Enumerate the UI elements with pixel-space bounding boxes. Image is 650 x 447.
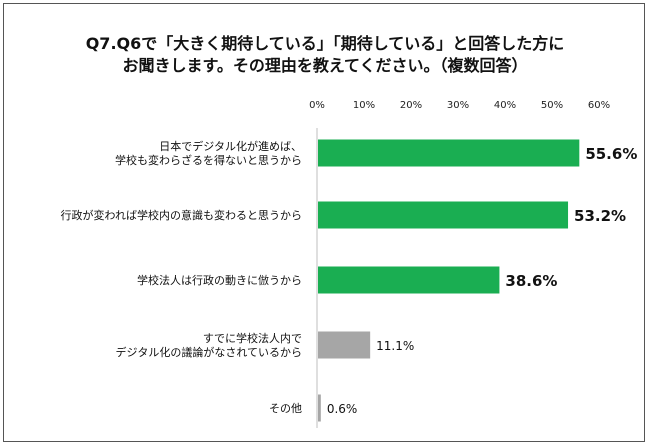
chart-title-line-1: Q7.Q6で「大きく期待している」「期待している」と回答した方に <box>85 34 565 53</box>
category-label: 行政が変われば学校内の意識も変わると思うから <box>61 208 302 222</box>
value-label: 53.2% <box>574 207 626 225</box>
bar <box>318 331 371 359</box>
category-label: 日本でデジタル化が進めば、 <box>159 139 302 153</box>
category-labels: 日本でデジタル化が進めば、学校も変わらざるを得ないと思うから行政が変われば学校内… <box>61 139 302 415</box>
category-label: すでに学校法人内で <box>203 331 302 345</box>
bars <box>318 139 580 422</box>
x-tick-label: 40% <box>494 100 516 111</box>
bar <box>318 394 321 422</box>
bar <box>318 201 569 229</box>
x-tick-label: 30% <box>447 100 469 111</box>
bar <box>318 139 580 167</box>
x-tick-label: 10% <box>353 100 375 111</box>
value-label: 55.6% <box>585 145 637 163</box>
category-label: デジタル化の議論がなされているから <box>116 345 302 359</box>
chart-title-line-2: お聞きします。その理由を教えてください。（複数回答） <box>122 56 528 75</box>
category-label: 学校法人は行政の動きに倣うから <box>137 273 302 287</box>
category-label: 学校も変わらざるを得ないと思うから <box>115 153 302 167</box>
value-label: 11.1% <box>376 339 414 353</box>
x-tick-labels: 0% 10% 20% 30% 40% 50% 60% <box>309 100 610 111</box>
x-tick-label: 60% <box>588 100 610 111</box>
value-label: 0.6% <box>327 402 358 416</box>
bar <box>318 266 500 294</box>
value-label: 38.6% <box>505 272 557 290</box>
category-label: その他 <box>269 402 302 415</box>
value-labels: 55.6% 53.2% 38.6% 11.1% 0.6% <box>327 145 638 416</box>
x-tick-label: 20% <box>400 100 422 111</box>
x-tick-label: 0% <box>309 100 325 111</box>
x-tick-label: 50% <box>541 100 563 111</box>
